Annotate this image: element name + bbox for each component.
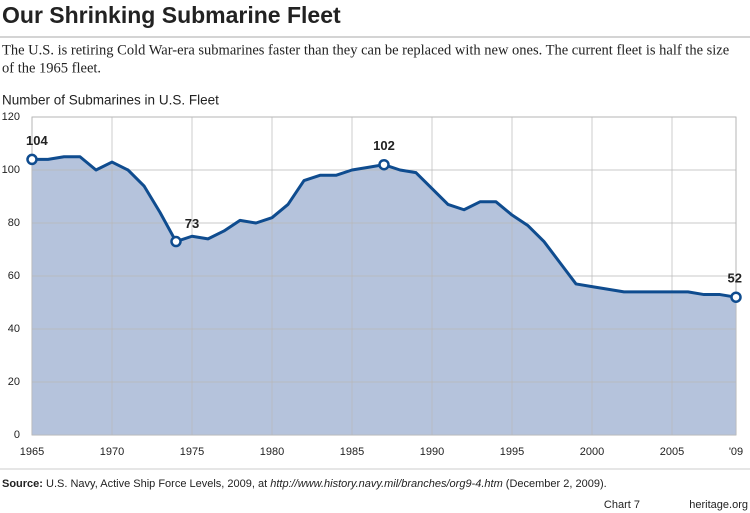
highlight-point [378, 158, 390, 171]
y-tick-label: 60 [8, 270, 20, 282]
y-tick-label: 100 [2, 164, 20, 176]
source-text: U.S. Navy, Active Ship Force Levels, 200… [46, 478, 267, 490]
annotation-label: 52 [728, 271, 742, 286]
x-tick-label: 1990 [420, 446, 444, 458]
source-label: Source: [2, 478, 43, 490]
source-url: http://www.history.navy.mil/branches/org… [270, 478, 503, 490]
highlight-point [170, 235, 182, 248]
y-tick-label: 20 [8, 376, 20, 388]
y-tick-label: 40 [8, 323, 20, 335]
x-tick-label: 1970 [100, 446, 124, 458]
source: Source: U.S. Navy, Active Ship Force Lev… [2, 478, 607, 490]
annotation-label: 104 [26, 133, 48, 148]
x-tick-label: 1980 [260, 446, 284, 458]
x-tick-label: 1975 [180, 446, 204, 458]
x-tick-label: 1985 [340, 446, 364, 458]
x-tick-label: 1965 [20, 446, 44, 458]
x-tick-label: 1995 [500, 446, 524, 458]
highlight-point [26, 153, 38, 166]
x-tick-label: '09 [729, 446, 743, 458]
annotation-label: 73 [185, 216, 199, 231]
y-tick-label: 120 [2, 111, 20, 123]
source-date: (December 2, 2009). [506, 478, 607, 490]
annotation-label: 102 [373, 138, 395, 153]
y-tick-label: 0 [14, 429, 20, 441]
x-tick-label: 2005 [660, 446, 684, 458]
subtitle: of the 1965 fleet. [2, 60, 101, 76]
area [32, 156, 736, 435]
y-tick-label: 80 [8, 217, 20, 229]
subtitle: The U.S. is retiring Cold War-era submar… [2, 42, 729, 58]
chart-title: Our Shrinking Submarine Fleet [2, 2, 341, 28]
y-axis-label: Number of Submarines in U.S. Fleet [2, 93, 219, 108]
site: heritage.org [689, 499, 748, 511]
x-tick-label: 2000 [580, 446, 604, 458]
chart-number: Chart 7 [604, 499, 640, 511]
highlight-point [730, 291, 742, 303]
